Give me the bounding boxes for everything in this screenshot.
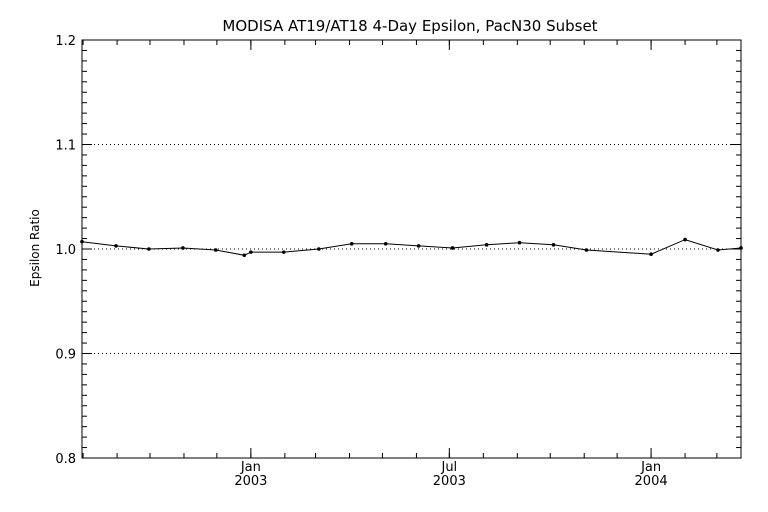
- data-point: [249, 250, 253, 254]
- data-point: [716, 248, 720, 252]
- y-tick-label: 1.2: [55, 34, 76, 49]
- data-point: [584, 248, 589, 252]
- series-layer: [80, 237, 743, 258]
- data-point: [181, 246, 185, 250]
- y-axis-label: Epsilon Ratio: [28, 209, 42, 287]
- data-point: [147, 247, 151, 251]
- chart-title: MODISA AT19/AT18 4-Day Epsilon, PacN30 S…: [222, 17, 597, 35]
- x-tick-month-label: Jul: [440, 460, 457, 475]
- data-point: [517, 240, 522, 245]
- data-point: [349, 241, 354, 246]
- data-point: [317, 247, 321, 251]
- y-tick-label: 1.0: [55, 243, 76, 258]
- data-point: [484, 243, 489, 247]
- y-tick-label: 0.9: [55, 348, 76, 363]
- data-point: [114, 244, 118, 248]
- data-point: [683, 237, 687, 242]
- data-point: [383, 241, 388, 246]
- x-tick-year-label: 2003: [234, 474, 267, 489]
- x-tick-year-label: 2004: [635, 474, 668, 489]
- data-point: [551, 243, 556, 247]
- x-tick-month-label: Jan: [240, 460, 261, 475]
- x-tick-year-label: 2003: [433, 474, 466, 489]
- data-point: [649, 252, 653, 257]
- y-tick-label: 0.8: [55, 452, 76, 467]
- data-point: [416, 244, 421, 248]
- data-point: [450, 246, 455, 250]
- grid-layer: [82, 144, 741, 354]
- x-tick-month-label: Jan: [640, 460, 661, 475]
- y-tick-label: 1.1: [55, 139, 76, 154]
- data-point: [739, 246, 743, 250]
- data-point: [242, 253, 247, 258]
- series-line: [81, 239, 742, 256]
- data-point: [213, 248, 218, 252]
- data-point: [281, 250, 286, 254]
- data-point: [80, 239, 84, 244]
